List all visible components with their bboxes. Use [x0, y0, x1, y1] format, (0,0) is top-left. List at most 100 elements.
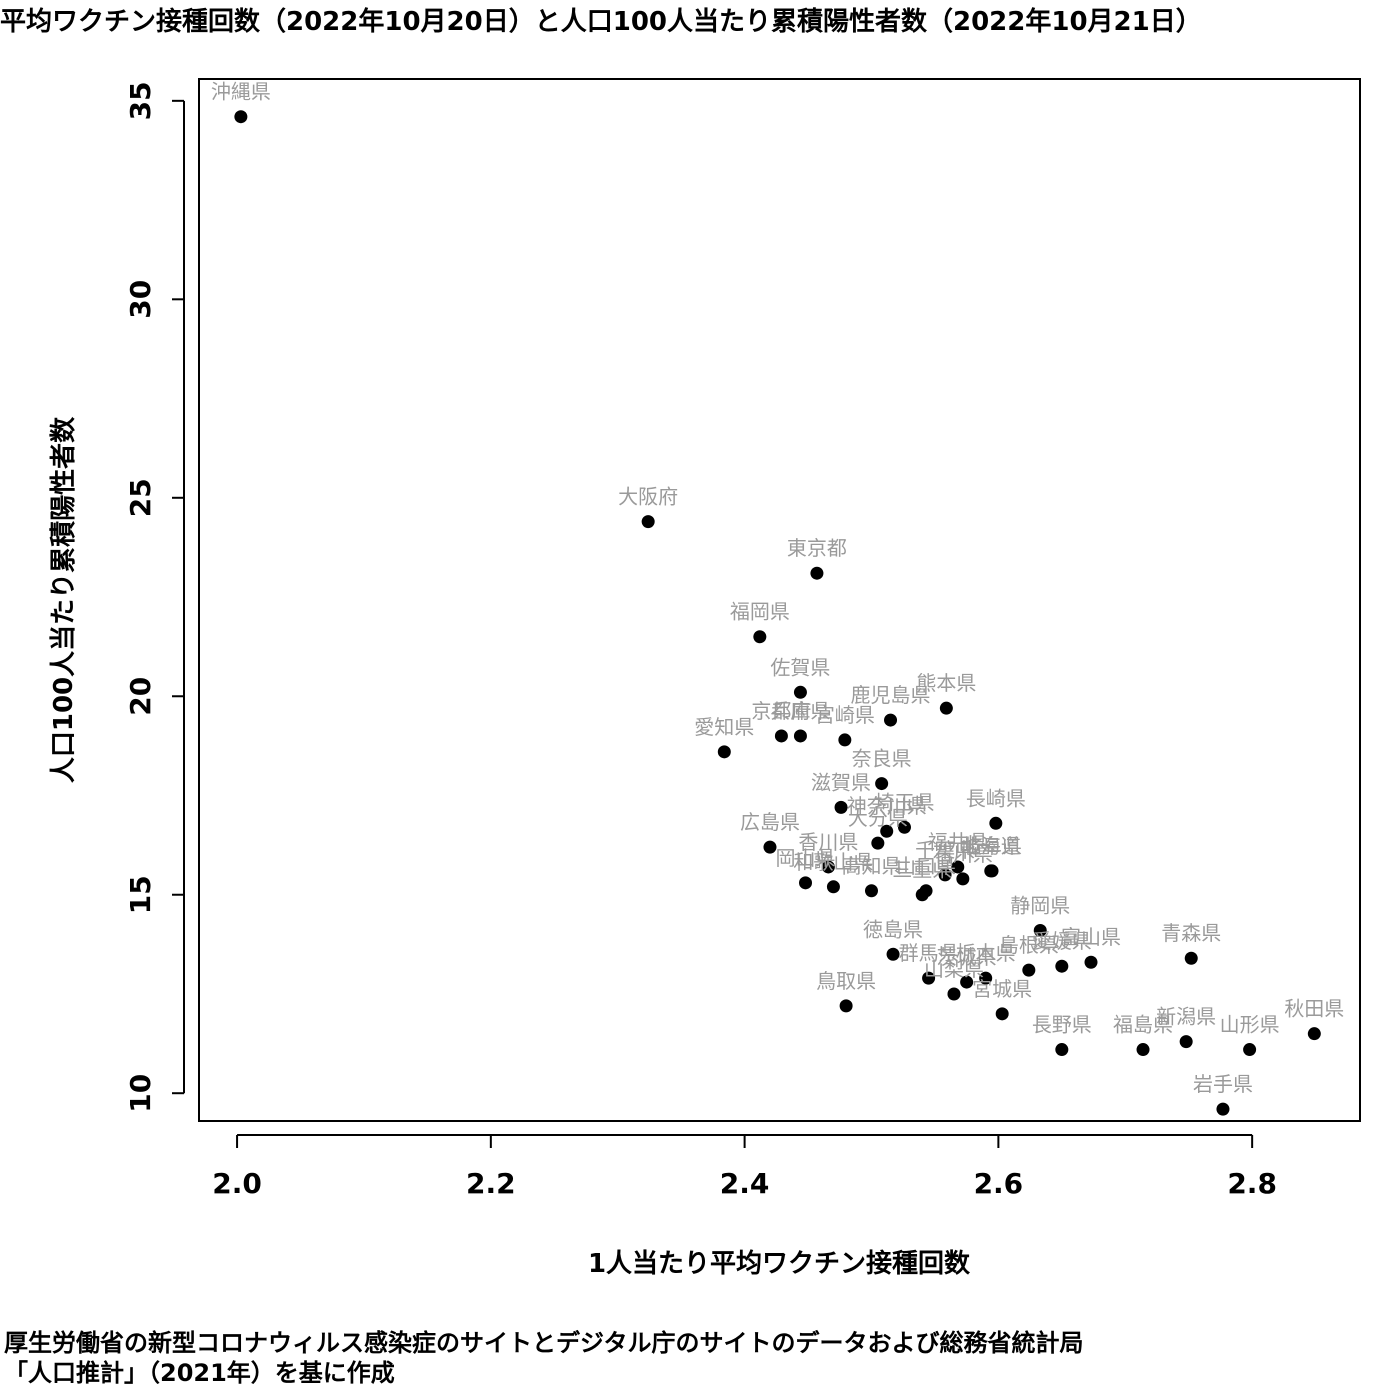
data-point-label: 兵庫県	[770, 699, 830, 723]
source-caption: 厚生労働省の新型コロナウィルス感染症のサイトとデジタル庁のサイトのデータおよび総…	[4, 1328, 1084, 1388]
data-point	[641, 515, 655, 529]
data-point	[956, 872, 970, 886]
data-point	[763, 840, 777, 854]
data-point	[922, 971, 936, 985]
data-point-label: 沖縄県	[211, 80, 271, 104]
data-point	[1179, 1035, 1193, 1049]
data-point	[939, 701, 953, 715]
data-point-label: 栃木県	[956, 941, 1016, 965]
y-axis-title: 人口100人当たり累積陽性者数	[49, 416, 79, 783]
data-point	[951, 860, 965, 874]
data-point-label: 山形県	[1220, 1013, 1280, 1037]
data-point-label: 大分県	[848, 806, 908, 830]
data-point-label: 石川県	[933, 842, 993, 866]
chart-title: 平均ワクチン接種回数（2022年10月20日）と人口100人当たり累積陽性者数（…	[0, 6, 1202, 37]
y-axis: 10 15 20 25 30 35	[124, 81, 185, 1113]
data-point	[1307, 1027, 1321, 1041]
data-point	[834, 800, 848, 814]
data-point-labels: 沖縄県大阪府東京都福岡県佐賀県熊本県鹿児島県京都府兵庫県宮崎県愛知県奈良県滋賀県…	[211, 80, 1344, 1096]
data-point	[1243, 1043, 1257, 1057]
data-point	[799, 876, 813, 890]
data-point	[821, 860, 835, 874]
data-point	[839, 999, 853, 1013]
data-point-label: 山梨県	[924, 957, 984, 981]
y-tick-label: 10	[124, 1074, 157, 1113]
data-point-label: 埼玉県	[874, 790, 934, 814]
source-caption-line-2: 「人口推計」（2021年）を基に作成	[4, 1359, 395, 1387]
data-point-label: 奈良県	[852, 747, 912, 771]
x-axis: 2.0 2.2 2.4 2.6 2.8	[212, 1134, 1277, 1200]
data-point	[947, 987, 961, 1001]
data-point-label: 宮城県	[972, 977, 1032, 1001]
source-caption-line-1: 厚生労働省の新型コロナウィルス感染症のサイトとデジタル庁のサイトのデータおよび総…	[4, 1329, 1084, 1357]
data-point-label: 高知県	[841, 854, 901, 878]
data-point	[753, 630, 767, 644]
data-point-label: 島根県	[999, 933, 1059, 957]
data-point	[897, 820, 911, 834]
data-point	[886, 947, 900, 961]
data-point	[774, 729, 788, 743]
data-point-label: 岩手県	[1193, 1072, 1253, 1096]
data-point-label: 群馬県	[899, 941, 959, 965]
data-point-label: 熊本県	[916, 671, 976, 695]
y-tick-label: 35	[124, 81, 157, 120]
data-point-label: 福井県	[928, 830, 988, 854]
data-point-label: 山口県	[896, 854, 956, 878]
y-tick-label: 30	[124, 280, 157, 319]
data-point-label: 神奈川県	[847, 794, 927, 818]
data-point	[793, 729, 807, 743]
data-point-label: 青森県	[1161, 921, 1221, 945]
data-point	[1084, 955, 1098, 969]
data-point	[938, 868, 952, 882]
data-point	[995, 1007, 1009, 1021]
data-point	[1033, 923, 1047, 937]
data-point-label: 長野県	[1032, 1013, 1092, 1037]
data-point	[1216, 1102, 1230, 1116]
y-tick-label: 25	[124, 478, 157, 517]
data-point	[1184, 951, 1198, 965]
data-point-label: 静岡県	[1010, 893, 1070, 917]
data-point-label: 秋田県	[1284, 997, 1344, 1021]
data-point	[864, 884, 878, 898]
data-point	[985, 864, 999, 878]
data-point-label: 佐賀県	[770, 655, 830, 679]
data-point	[880, 824, 894, 838]
data-point-label: 滋賀県	[811, 770, 871, 794]
data-point-label: 和歌山県	[793, 850, 873, 874]
data-point	[960, 975, 974, 989]
data-point	[810, 566, 824, 580]
data-point-label: 鳥取県	[816, 969, 876, 993]
data-point-label: 富山県	[1061, 925, 1121, 949]
data-point	[871, 836, 885, 850]
data-point	[793, 685, 807, 699]
x-tick-label: 2.6	[974, 1167, 1024, 1200]
data-point-label: 愛知県	[694, 715, 754, 739]
data-point	[979, 971, 993, 985]
x-axis-title: 1人当たり平均ワクチン接種回数	[588, 1249, 971, 1279]
data-point-label: 福岡県	[730, 600, 790, 624]
x-tick-label: 2.2	[466, 1167, 516, 1200]
data-point-label: 香川県	[798, 830, 858, 854]
data-point-label: 鹿児島県	[851, 683, 931, 707]
data-point	[1022, 963, 1036, 977]
y-tick-label: 20	[124, 677, 157, 716]
data-point	[919, 884, 933, 898]
data-point	[875, 777, 889, 791]
x-tick-label: 2.0	[212, 1167, 262, 1200]
data-point	[989, 816, 1003, 830]
data-point-label: 岡山県	[776, 846, 836, 870]
data-point-label: 福島県	[1113, 1013, 1173, 1037]
data-point	[826, 880, 840, 894]
data-point	[884, 713, 898, 727]
y-tick-label: 15	[124, 875, 157, 914]
data-point	[1055, 959, 1069, 973]
data-point-label: 京都府	[751, 699, 811, 723]
data-point-label: 長崎県	[966, 786, 1026, 810]
data-point-label: 岐阜県	[962, 834, 1022, 858]
data-point	[717, 745, 731, 759]
plot-area	[198, 78, 1361, 1122]
data-point-label: 三重県	[892, 858, 952, 882]
data-point-label: 新潟県	[1156, 1005, 1216, 1029]
x-tick-label: 2.8	[1227, 1167, 1277, 1200]
